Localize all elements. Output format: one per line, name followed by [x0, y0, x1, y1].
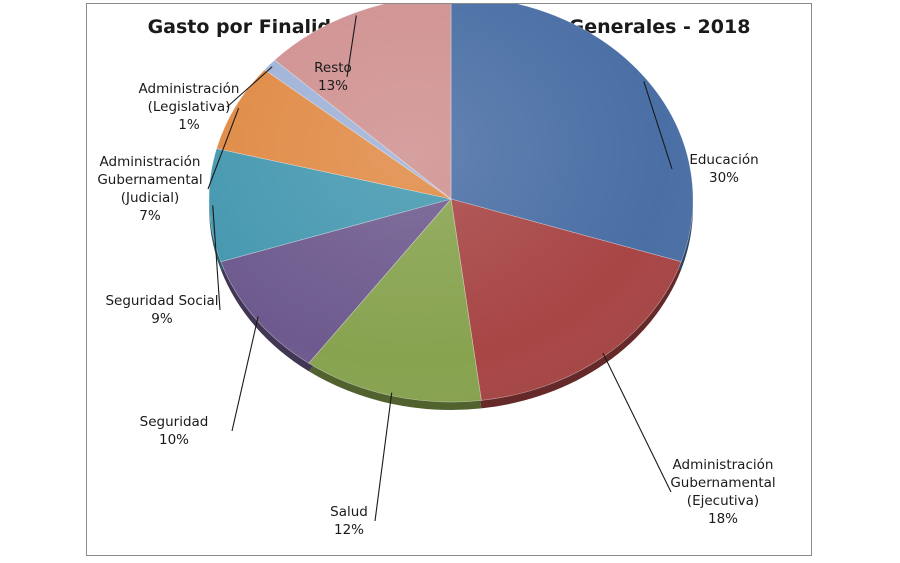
leader-line-3 [231, 316, 259, 432]
slice-name-4: Seguridad Social [105, 293, 218, 309]
slice-name-3: Seguridad [140, 414, 209, 430]
leader-line-7 [346, 15, 357, 78]
slice-label-4: Seguridad Social 9% [105, 293, 218, 327]
leader-line-6 [226, 66, 273, 108]
leader-line-5 [207, 108, 240, 190]
leader-line-1 [602, 352, 672, 493]
slice-name-6: (Legislativa) [148, 99, 231, 115]
slice-label-0: Educación 30% [689, 152, 758, 186]
chart-frame: Gasto por Finalidad y Función - Rentas G… [86, 3, 812, 556]
slice-name-2: Salud [330, 504, 368, 520]
leader-line-2 [374, 392, 393, 522]
slice-name-7: Resto [314, 60, 352, 76]
slice-label-6: Administración (Legislativa) 1% [139, 81, 240, 133]
slice-label-7: Resto 13% [314, 60, 352, 94]
slice-percent-6: 1% [178, 117, 200, 133]
slice-percent-3: 10% [159, 432, 189, 448]
leader-line-0 [643, 81, 673, 170]
slice-name-0: Educación [689, 152, 758, 168]
leader-lines [207, 15, 673, 522]
slice-label-5: Administración Gubernamental (Judicial) 7% [97, 154, 202, 224]
slice-name-6: Administración [139, 81, 240, 97]
slice-labels: Educación 30% Administración Gubernamental (… [97, 60, 775, 538]
slice-percent-7: 13% [318, 78, 348, 94]
slice-name-5: Gubernamental [97, 172, 202, 188]
slice-label-2: Salud 12% [330, 504, 368, 538]
slice-name-1: Administración [673, 457, 774, 473]
pie-gloss [209, 4, 693, 402]
pie-chart: Educación 30% Administración Gubernamental (… [97, 4, 776, 538]
slice-name-1: (Ejecutiva) [687, 493, 759, 509]
slice-name-1: Gubernamental [670, 475, 775, 491]
slice-percent-0: 30% [709, 170, 739, 186]
slice-label-1: Administración Gubernamental (Ejecutiva) 18… [670, 457, 775, 527]
slice-percent-2: 12% [334, 522, 364, 538]
leader-line-4 [212, 205, 221, 311]
slice-name-5: Administración [100, 154, 201, 170]
slice-percent-4: 9% [151, 311, 173, 327]
slice-name-5: (Judicial) [121, 190, 180, 206]
pie-shading [209, 4, 693, 402]
slice-percent-5: 7% [139, 208, 161, 224]
slice-percent-1: 18% [708, 511, 738, 527]
slice-label-3: Seguridad 10% [140, 414, 209, 448]
